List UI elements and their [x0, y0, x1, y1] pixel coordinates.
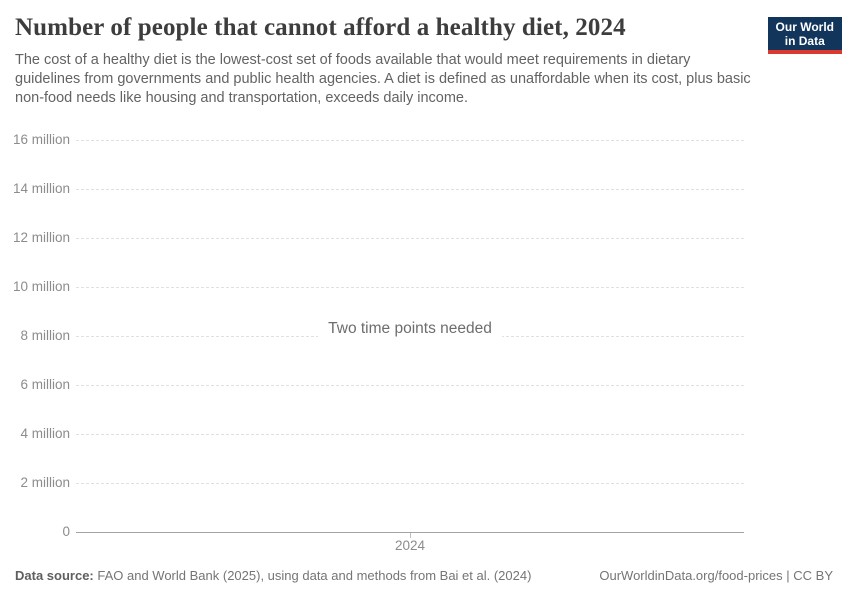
- gridline: [76, 140, 744, 141]
- y-axis-tick-label: 16 million: [12, 132, 70, 147]
- footer-license-link[interactable]: CC BY: [793, 568, 833, 583]
- owid-logo-line1: Our World: [775, 20, 834, 34]
- gridline: [76, 385, 744, 386]
- y-axis-tick-label: 2 million: [20, 475, 70, 490]
- y-axis-tick-label: 10 million: [12, 279, 70, 294]
- gridline: [76, 189, 744, 190]
- footer-attribution: OurWorldinData.org/food-prices | CC BY: [599, 568, 833, 584]
- gridline: [76, 238, 744, 239]
- y-axis-tick-label: 8 million: [20, 328, 70, 343]
- y-axis-tick-label: 6 million: [20, 377, 70, 392]
- chart-footer: Data source: FAO and World Bank (2025), …: [15, 568, 833, 584]
- owid-logo-line2: in Data: [784, 34, 825, 48]
- owid-logo[interactable]: Our World in Data: [767, 17, 842, 54]
- x-axis-tick-label: 2024: [394, 538, 426, 553]
- data-source-text: FAO and World Bank (2025), using data an…: [97, 568, 532, 583]
- chart-empty-message: Two time points needed: [318, 316, 502, 342]
- data-source: Data source: FAO and World Bank (2025), …: [15, 568, 531, 584]
- y-axis-tick-label: 14 million: [12, 181, 70, 196]
- x-axis-line: [76, 532, 744, 533]
- gridline: [76, 287, 744, 288]
- footer-url-link[interactable]: OurWorldinData.org/food-prices: [599, 568, 783, 583]
- footer-separator: |: [782, 568, 794, 583]
- gridline: [76, 434, 744, 435]
- y-axis-tick-label: 4 million: [20, 426, 70, 441]
- chart-subtitle: The cost of a healthy diet is the lowest…: [15, 52, 751, 106]
- gridline: [76, 483, 744, 484]
- y-axis-tick-label: 0: [62, 524, 70, 539]
- x-axis-tick: [410, 532, 411, 538]
- data-source-label: Data source:: [15, 568, 94, 583]
- chart-title: Number of people that cannot afford a he…: [15, 14, 626, 41]
- y-axis-tick-label: 12 million: [12, 230, 70, 245]
